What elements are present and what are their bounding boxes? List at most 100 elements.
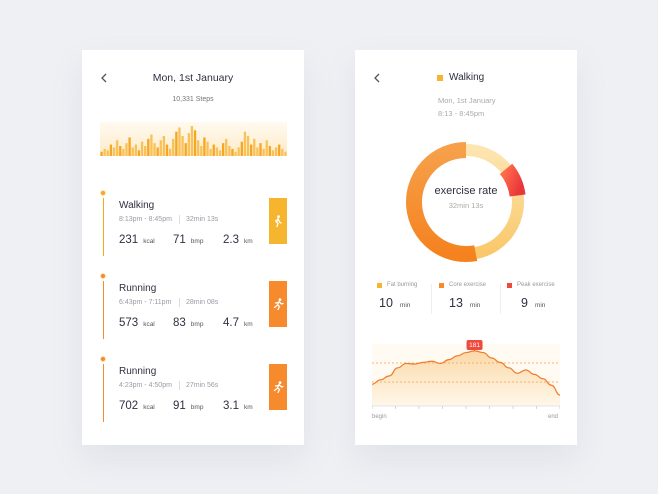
steps-bars (100, 126, 287, 156)
steps-bar (100, 151, 103, 156)
activity-item-walking[interactable]: Walking 8:13pm - 8:45pm 32min 13s 231 kc… (82, 186, 304, 256)
running-badge[interactable] (269, 364, 287, 410)
steps-bar (268, 146, 272, 156)
steps-bar (106, 150, 109, 156)
legend-label: Core exercise (449, 282, 487, 288)
steps-bar (190, 126, 194, 156)
running-icon (273, 298, 284, 310)
activity-item-running[interactable]: Running 4:23pm - 4:50pm 27min 56s 702 kc… (82, 352, 304, 422)
stat-bpm: 83 bmp (173, 317, 203, 329)
ring-segment-peak-exercise (499, 163, 526, 197)
steps-bar (256, 147, 259, 156)
steps-bar (246, 136, 250, 156)
steps-bar (153, 143, 156, 156)
steps-bar (193, 130, 197, 156)
steps-bar (221, 143, 225, 156)
steps-bar (109, 144, 113, 156)
ring-segment-fat-burning (465, 144, 524, 259)
stat-kcal: 231 kcal (119, 234, 155, 246)
activity-header: Walking (437, 72, 484, 83)
steps-bar (203, 137, 206, 156)
stat-unit: km (244, 321, 253, 328)
activity-duration: 28min 08s (186, 299, 219, 306)
steps-bar (172, 138, 175, 156)
steps-bar (274, 147, 278, 156)
steps-bar (243, 131, 247, 156)
stat-value: 573 (119, 317, 139, 329)
stat-value: 83 (173, 317, 186, 329)
steps-bar (281, 148, 284, 156)
walking-icon (274, 215, 282, 227)
stat-km: 4.7 km (223, 317, 253, 329)
timeline-dot (100, 190, 106, 196)
chevron-left-icon (374, 73, 380, 83)
legend-fat-burning: Fat burning 10 min (377, 282, 437, 310)
back-button[interactable] (373, 70, 381, 86)
activity-color-marker (437, 74, 443, 81)
ring-segment-core-exercise (406, 142, 478, 262)
steps-bar (284, 151, 287, 156)
running-icon (273, 381, 284, 393)
divider (179, 298, 180, 307)
stat-unit: bmp (190, 321, 204, 328)
steps-bar (181, 136, 184, 156)
steps-bar (112, 147, 116, 156)
steps-bar (178, 127, 181, 156)
activity-duration: 32min 13s (186, 216, 219, 223)
timeline-line (102, 198, 104, 256)
steps-bar (122, 148, 125, 156)
steps-bar (128, 137, 131, 156)
stat-bpm: 91 bmp (173, 400, 203, 412)
timeline-line (102, 281, 104, 339)
steps-bar (206, 141, 209, 156)
steps-bar (115, 140, 119, 156)
steps-bar (137, 150, 141, 156)
legend-label: Peak exercise (517, 282, 555, 288)
activity-time: 8:13pm - 8:45pm (119, 216, 172, 223)
stat-value: 2.3 (223, 234, 239, 246)
steps-bar (240, 141, 243, 156)
steps-bar (162, 136, 166, 156)
activity-item-running[interactable]: Running 6:43pm - 7:11pm 28min 08s 573 kc… (82, 269, 304, 339)
steps-bar (197, 140, 200, 156)
steps-bar (278, 144, 281, 156)
stat-unit: bmp (190, 404, 204, 411)
activity-time: 8:13 - 8:45pm (438, 109, 485, 118)
peak-value: 181 (469, 342, 480, 349)
legend-unit: min (399, 302, 411, 309)
chevron-left-icon (101, 73, 107, 83)
activity-title: Running (119, 283, 157, 294)
steps-bar (215, 147, 219, 156)
steps-bar (103, 148, 106, 156)
running-badge[interactable] (269, 281, 287, 327)
page-title: Walking (449, 72, 485, 83)
divider (500, 284, 501, 314)
page-title: Mon, 1st January (152, 72, 234, 84)
stat-value: 702 (119, 400, 139, 412)
timeline-line (102, 364, 104, 422)
stat-unit: kcal (143, 321, 155, 328)
steps-bar (262, 148, 265, 156)
steps-bar (184, 143, 187, 156)
steps-bar (212, 144, 215, 156)
ring-label: exercise rate (434, 185, 498, 197)
steps-bar (225, 138, 228, 156)
steps-bar (253, 138, 256, 156)
steps-bar (147, 138, 150, 156)
steps-bar (131, 147, 134, 156)
legend-value: 9 (521, 296, 528, 310)
activity-duration: 27min 56s (186, 382, 219, 389)
steps-bar (218, 150, 222, 156)
stat-bpm: 71 bmp (173, 234, 203, 246)
steps-bar (250, 144, 253, 156)
steps-bar-chart (100, 122, 287, 156)
legend-value: 13 (449, 296, 463, 310)
legend-swatch (377, 282, 382, 288)
steps-bar (231, 148, 234, 156)
walking-badge[interactable] (269, 198, 287, 244)
legend-swatch (439, 282, 444, 288)
back-button[interactable] (100, 70, 108, 86)
activity-title: Walking (119, 200, 155, 211)
steps-bar (200, 146, 203, 156)
steps-bar (237, 147, 240, 156)
